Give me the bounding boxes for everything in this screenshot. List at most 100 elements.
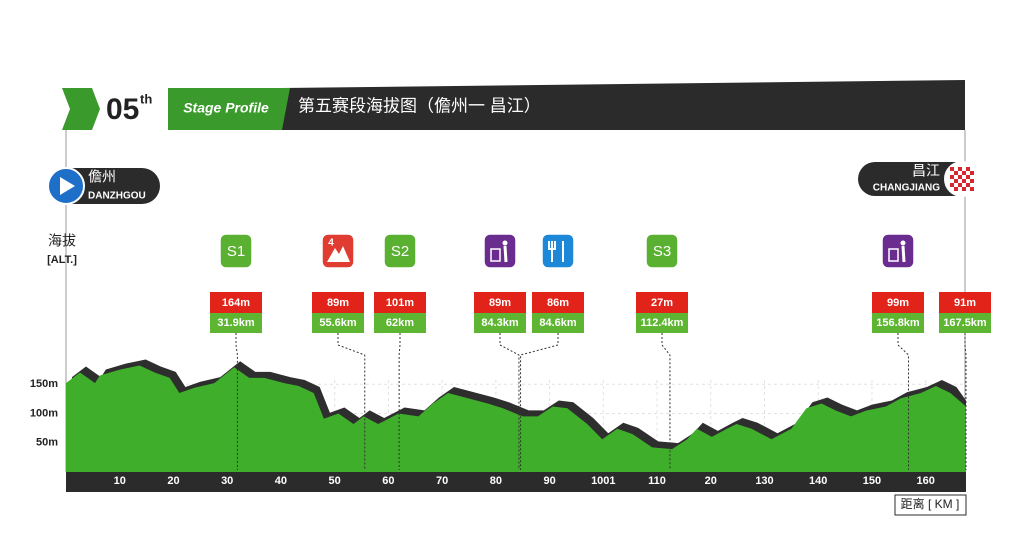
climb-glyph <box>327 246 350 262</box>
finish-check <box>962 187 966 191</box>
x-tick-label: 160 <box>917 475 935 487</box>
x-tick-label: 90 <box>543 475 555 487</box>
alt-label: 99m <box>887 297 909 309</box>
finish-name-en: CHANGJIANG <box>873 183 940 194</box>
km-label: 156.8km <box>876 317 920 329</box>
x-axis-band <box>66 470 966 492</box>
x-tick-label: 10 <box>114 475 126 487</box>
finish-check <box>958 183 962 187</box>
km-label: 167.5km <box>943 317 987 329</box>
finish-check <box>958 167 962 171</box>
y-tick-label: 50m <box>36 437 58 449</box>
finish-badge <box>858 162 974 196</box>
alt-box <box>374 292 426 313</box>
food-glyph <box>548 241 564 262</box>
y-label: 海拔 <box>48 233 76 249</box>
subtitle: Stage Profile <box>183 100 269 116</box>
finish-check <box>958 175 962 179</box>
x-tick-label: 30 <box>221 475 233 487</box>
finish-check <box>950 167 954 171</box>
x-label-box <box>894 494 967 516</box>
marker-icon-label: 4 <box>328 238 334 249</box>
finish-name: 昌江 <box>912 163 940 179</box>
bin-glyph <box>502 240 508 246</box>
start-name: 儋州 <box>88 169 116 185</box>
x-tick-label: 110 <box>648 475 666 487</box>
km-label: 84.3km <box>481 317 519 329</box>
subtitle-tab <box>168 88 290 130</box>
alt-box <box>636 292 688 313</box>
x-tick-label: 60 <box>382 475 394 487</box>
start-arrow <box>60 177 75 195</box>
finish-check <box>950 183 954 187</box>
alt-box <box>939 292 991 313</box>
stage-box <box>100 88 168 130</box>
x-tick-label: 20 <box>167 475 179 487</box>
x-tick-label: 40 <box>275 475 287 487</box>
marker-line <box>964 333 967 470</box>
km-box <box>374 313 426 333</box>
finish-check <box>966 167 970 171</box>
bin-glyph <box>490 248 501 262</box>
bin-glyph <box>901 245 906 263</box>
marker-line <box>897 333 910 470</box>
km-label: 55.6km <box>319 317 357 329</box>
profile-area <box>66 365 966 472</box>
y-label-en: [ALT.] <box>47 254 77 266</box>
stage-number: 05 <box>106 93 139 126</box>
marker-icon-label: S2 <box>391 243 409 260</box>
marker-line <box>499 333 520 470</box>
finish-check <box>966 183 970 187</box>
km-box <box>532 313 584 333</box>
marker-icon <box>219 233 253 269</box>
bin-glyph <box>900 240 906 246</box>
km-label: 62km <box>386 317 414 329</box>
km-label: 84.6km <box>539 317 577 329</box>
marker-line <box>520 333 559 470</box>
km-box <box>312 313 364 333</box>
marker-line <box>235 333 238 470</box>
marker-icon <box>645 233 679 269</box>
finish-check <box>954 179 958 183</box>
marker-icon <box>541 233 575 269</box>
alt-box <box>474 292 526 313</box>
finish-check <box>954 171 958 175</box>
bin-glyph <box>888 248 899 262</box>
header-flag <box>62 88 100 130</box>
x-tick-label: 50 <box>329 475 341 487</box>
finish-icon <box>944 161 980 197</box>
alt-label: 27m <box>651 297 673 309</box>
finish-check <box>970 187 974 191</box>
marker-icon-label: S3 <box>653 243 671 260</box>
alt-box <box>532 292 584 313</box>
marker-line <box>337 333 366 470</box>
km-box <box>872 313 924 333</box>
x-tick-label: 1001 <box>591 475 615 487</box>
finish-check <box>954 187 958 191</box>
km-label: 112.4km <box>641 317 684 329</box>
title: 第五赛段海拔图（儋州一 昌江） <box>298 95 541 115</box>
marker-line <box>398 333 401 470</box>
alt-box <box>872 292 924 313</box>
km-box <box>939 313 991 333</box>
km-box <box>210 313 262 333</box>
finish-check <box>962 179 966 183</box>
marker-icon-label: S1 <box>227 243 245 260</box>
finish-check <box>970 171 974 175</box>
alt-label: 89m <box>489 297 511 309</box>
km-box <box>636 313 688 333</box>
alt-label: 101m <box>386 297 414 309</box>
finish-check <box>970 179 974 183</box>
alt-label: 164m <box>222 297 250 309</box>
x-tick-label: 150 <box>863 475 881 487</box>
stage-suffix: th <box>140 91 152 106</box>
x-tick-label: 80 <box>490 475 502 487</box>
y-tick-label: 100m <box>30 407 58 419</box>
y-tick-label: 150m <box>30 378 58 390</box>
x-tick-label: 140 <box>809 475 827 487</box>
x-tick-label: 20 <box>705 475 717 487</box>
finish-check <box>950 175 954 179</box>
km-box <box>474 313 526 333</box>
x-tick-label: 70 <box>436 475 448 487</box>
